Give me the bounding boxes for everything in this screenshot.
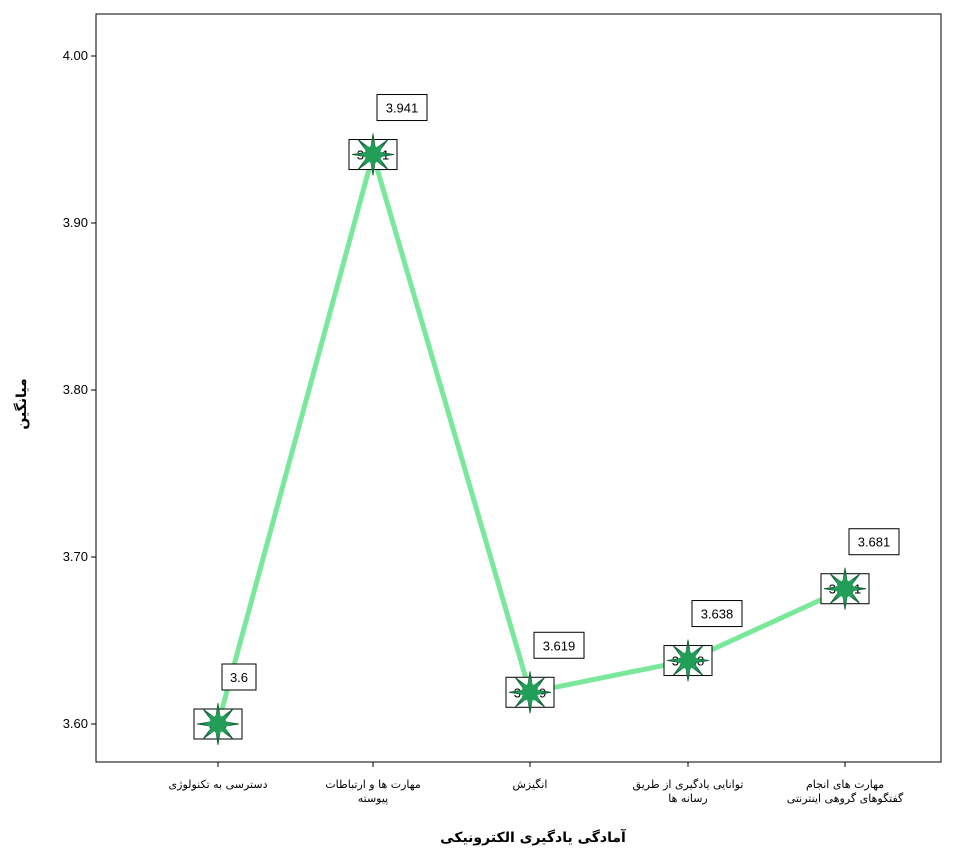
data-label: 3.619	[533, 631, 585, 659]
plot-area	[95, 13, 942, 763]
y-tick-label: 3.80	[63, 382, 88, 397]
x-tick-label: مهارت های انجام	[806, 778, 884, 791]
x-tick-label: انگیزش	[512, 778, 547, 791]
y-axis: 3.60 3.70 3.80 3.90 4.00	[63, 48, 96, 731]
data-point-marker: 3.941	[348, 133, 398, 176]
data-point-marker: 3.681	[820, 567, 870, 610]
data-point-marker: 3.6	[193, 702, 243, 746]
data-label: 3.941	[376, 94, 428, 122]
y-tick-label: 3.90	[63, 215, 88, 230]
y-axis-title: میانگین	[13, 378, 30, 429]
svg-text:3.638: 3.638	[701, 607, 734, 622]
y-tick-label: 4.00	[63, 48, 88, 63]
data-point-marker: 3.638	[663, 639, 713, 682]
data-label: 3.681	[848, 528, 900, 556]
y-tick-label: 3.70	[63, 549, 88, 564]
x-axis-title: آمادگی یادگیری الکترونیکی	[440, 828, 627, 846]
y-tick-label: 3.60	[63, 716, 88, 731]
svg-text:3.619: 3.619	[543, 638, 576, 653]
data-label: 3.638	[691, 600, 743, 628]
data-label: 3.6	[221, 663, 257, 691]
svg-text:3.6: 3.6	[230, 670, 248, 685]
x-tick-label: گفتگوهای گروهی اینترنتی	[787, 792, 904, 805]
markers: 3.6 3.941 3.619 3.638 3.681	[193, 133, 870, 746]
x-tick-label: دسترسی به تکنولوژی	[169, 778, 268, 791]
x-tick-label: رسانه ها	[668, 792, 708, 805]
data-labels: 3.6 3.941 3.619 3.638 3.681	[221, 94, 900, 691]
x-tick-label: توانایی یادگیری از طریق	[633, 778, 744, 792]
x-tick-label: مهارت ها و ارتباطات	[325, 778, 421, 791]
svg-text:3.941: 3.941	[386, 101, 419, 116]
data-point-marker: 3.619	[505, 671, 555, 714]
svg-text:3.681: 3.681	[858, 535, 891, 550]
x-tick-label: پیوسته	[358, 792, 389, 805]
x-axis: دسترسی به تکنولوژی مهارت ها و ارتباطاتپیو…	[169, 762, 904, 805]
